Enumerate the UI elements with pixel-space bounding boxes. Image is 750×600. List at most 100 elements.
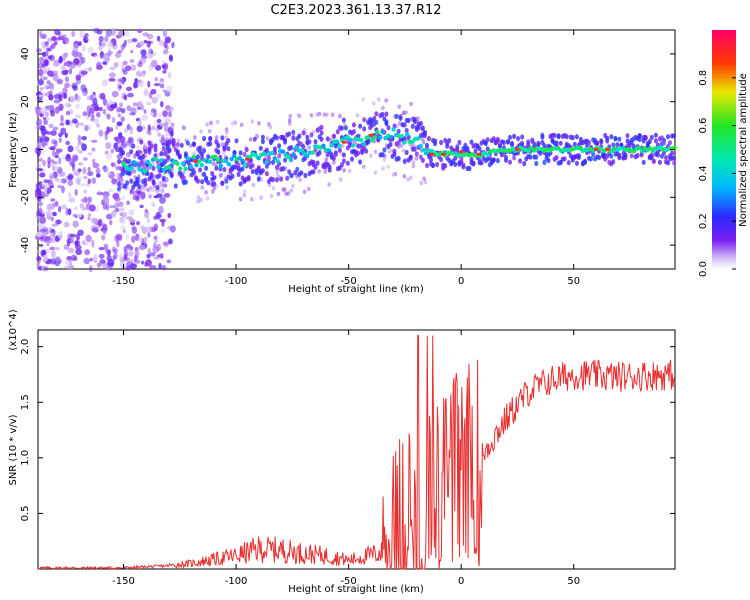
- spectrogram-cell: [80, 70, 88, 75]
- spectrogram-cell: [211, 189, 215, 194]
- spectrogram-cell: [369, 153, 373, 158]
- spectrogram-cell: [42, 116, 47, 120]
- spectrogram-cell: [77, 134, 82, 143]
- spectrogram-cell: [238, 197, 243, 202]
- spectrogram-cell: [37, 118, 42, 126]
- spectrogram-cell: [156, 112, 164, 118]
- spectrogram-cell: [101, 234, 106, 241]
- spectrogram-cell: [140, 49, 147, 56]
- spectrogram-cell: [226, 162, 232, 167]
- spectrogram-cell: [54, 29, 61, 36]
- spectrogram-cell: [109, 205, 116, 209]
- spectrogram-cell: [139, 204, 144, 209]
- spectrogram-cell: [110, 148, 114, 154]
- spectrogram-cell: [135, 259, 140, 264]
- spectrogram-cell: [350, 156, 354, 162]
- spectrogram-cell: [49, 175, 55, 179]
- spectrogram-cell: [196, 195, 201, 200]
- spectrogram-cell: [44, 111, 49, 118]
- spectrogram-cell: [111, 210, 117, 218]
- spectrogram-ticks: -150 -100 -50 0 50 -40 -20 0 20 40: [20, 30, 675, 287]
- spectrogram-cell: [576, 153, 581, 159]
- spectrogram-cell: [141, 260, 145, 265]
- spectrogram-cell: [508, 134, 512, 140]
- spectrogram-cell: [175, 142, 180, 148]
- spectrogram-cell: [237, 155, 242, 161]
- spectrogram-cell: [75, 94, 81, 103]
- spectrogram-cell: [43, 69, 47, 75]
- spectrogram-cell: [82, 166, 87, 175]
- spectrogram-cell: [53, 61, 60, 67]
- spectrogram-cell: [83, 189, 88, 194]
- spectrogram-cell: [275, 177, 279, 183]
- spectrogram-cell: [67, 61, 73, 65]
- spectrogram-cell: [408, 154, 413, 160]
- spectrogram-cell: [98, 218, 103, 227]
- spectrogram-cell: [635, 152, 640, 159]
- spectrogram-cell: [117, 78, 121, 83]
- spectrogram-cell: [191, 154, 196, 160]
- spectrogram-cell: [196, 178, 200, 184]
- spectrogram-cell: [149, 265, 157, 270]
- colorbar-tick-label: 0.4: [698, 165, 709, 181]
- spectrogram-cell: [222, 145, 227, 151]
- spectrogram-cell: [137, 61, 143, 68]
- spectrogram-cell: [394, 113, 399, 119]
- spectrogram-cell: [124, 128, 128, 133]
- spectrogram-cell: [142, 159, 146, 164]
- spectrogram-cell: [204, 190, 208, 195]
- spectrogram-cell: [386, 125, 391, 131]
- spectrogram-cell: [381, 166, 385, 171]
- spectrogram-cell: [175, 149, 180, 155]
- spectrogram-cell: [146, 254, 151, 259]
- spectrogram-cell: [44, 65, 49, 74]
- spectrogram-cell: [102, 79, 108, 87]
- spectrogram-cell: [49, 71, 55, 78]
- spectrogram-cell: [64, 132, 68, 138]
- spectrogram-cell: [297, 133, 302, 139]
- spectrogram-cell: [168, 54, 173, 62]
- spectrogram-cell: [123, 39, 128, 45]
- spectrogram-cell: [128, 218, 136, 223]
- spectrogram-cell: [129, 130, 134, 135]
- spectrogram-cell: [204, 165, 209, 171]
- spectrogram-cell: [122, 70, 128, 75]
- spectrogram-cell: [629, 153, 634, 159]
- spectrogram-cell: [129, 126, 133, 131]
- spectrogram-cell: [119, 253, 123, 260]
- spectrogram-cell: [200, 151, 205, 158]
- spectrogram-cell: [58, 137, 62, 143]
- spectrogram-cell: [200, 185, 205, 190]
- spectrogram-cell: [558, 140, 563, 146]
- spectrogram-cell: [72, 155, 79, 162]
- spectrogram-cell: [141, 153, 146, 159]
- spectrogram-cell: [287, 118, 292, 123]
- spectrogram-cell: [381, 105, 385, 111]
- spectrogram-cell: [153, 223, 158, 232]
- spectrogram-cell: [123, 94, 128, 101]
- spectrogram-cell: [142, 70, 146, 75]
- spectrogram-cell: [120, 206, 125, 212]
- spectrogram-cell: [68, 68, 73, 75]
- spectrogram-cell: [135, 188, 143, 194]
- spectrogram-cell: [352, 129, 356, 135]
- spectrogram-cell: [242, 162, 248, 168]
- spectrogram-cell: [96, 29, 103, 35]
- spectrogram-cell: [337, 143, 342, 149]
- spectrogram-cell: [136, 70, 142, 77]
- spectrogram-cell: [69, 108, 74, 115]
- spectrogram-cell: [63, 69, 69, 74]
- spectrogram-cell: [348, 142, 352, 148]
- spectrogram-cell: [83, 37, 89, 43]
- spectrogram-cell: [672, 160, 677, 166]
- spectrogram-cell: [566, 160, 571, 166]
- spectrogram-cell: [73, 170, 81, 176]
- spectrogram-cell: [311, 169, 316, 175]
- spectrogram-cell: [309, 132, 314, 138]
- spectrogram-cell: [65, 259, 71, 266]
- spectrogram-cell: [119, 212, 123, 216]
- spectrogram-cell: [66, 241, 70, 247]
- spectrogram-cell: [62, 40, 67, 45]
- spectrogram-cell: [118, 132, 123, 139]
- spectrogram-cell: [220, 180, 225, 186]
